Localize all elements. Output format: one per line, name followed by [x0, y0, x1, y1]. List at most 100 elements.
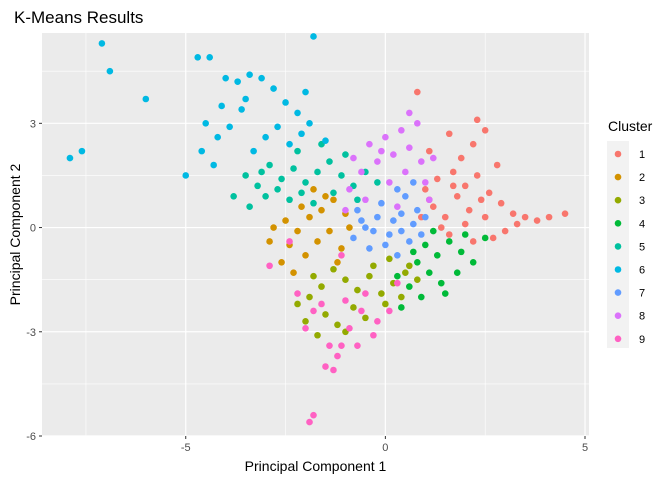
data-point — [302, 252, 309, 259]
data-point — [106, 67, 114, 75]
data-point — [386, 231, 393, 238]
series-cluster-8 — [342, 109, 437, 214]
data-point — [501, 227, 509, 235]
data-point — [246, 203, 253, 211]
data-point — [402, 192, 409, 200]
data-point — [342, 276, 349, 283]
data-point — [410, 248, 417, 256]
data-point — [441, 290, 449, 297]
data-point — [182, 172, 190, 179]
data-point — [334, 321, 341, 329]
data-point — [198, 147, 206, 155]
data-point — [330, 265, 337, 273]
data-point — [322, 363, 329, 370]
data-point — [449, 182, 457, 190]
data-point — [326, 158, 333, 165]
data-point — [358, 307, 365, 315]
data-point — [394, 272, 401, 280]
legend-label: 2 — [639, 172, 645, 184]
data-point — [222, 74, 229, 82]
data-point — [294, 300, 301, 308]
data-point — [477, 196, 485, 204]
data-point — [362, 224, 369, 231]
data-point — [398, 304, 405, 311]
data-point — [214, 133, 221, 141]
data-point — [274, 186, 281, 193]
data-point — [338, 342, 345, 349]
data-point — [330, 366, 337, 374]
data-point — [421, 213, 429, 221]
data-point — [473, 116, 481, 124]
data-point — [346, 186, 353, 193]
data-point — [350, 154, 357, 162]
data-point — [481, 126, 489, 134]
data-point — [326, 342, 333, 349]
y-axis: -6 -3 0 3 — [26, 118, 42, 443]
y-tick-label: 3 — [30, 118, 36, 130]
data-point — [354, 206, 361, 214]
y-tick-label: -6 — [26, 431, 36, 443]
data-point — [370, 227, 377, 235]
data-point — [226, 123, 233, 131]
data-point — [314, 238, 321, 245]
data-point — [354, 342, 361, 349]
data-point — [294, 109, 301, 117]
data-point — [382, 300, 389, 308]
legend-label: 9 — [639, 334, 645, 346]
data-point — [398, 210, 405, 217]
data-point — [254, 182, 261, 190]
grid-major — [42, 33, 589, 437]
data-point — [310, 307, 317, 315]
data-point — [390, 217, 397, 224]
series-cluster-4 — [394, 227, 489, 311]
data-point — [302, 318, 309, 325]
series-cluster-6 — [66, 33, 329, 179]
data-point — [461, 231, 469, 238]
data-point — [78, 147, 86, 155]
data-point — [286, 238, 293, 245]
data-point — [242, 95, 249, 103]
legend-key — [614, 266, 622, 273]
data-point — [270, 85, 277, 92]
data-point — [382, 133, 389, 141]
data-point — [429, 154, 437, 162]
data-point — [314, 331, 321, 339]
data-point — [370, 262, 377, 270]
data-point — [306, 293, 313, 301]
data-point — [437, 279, 445, 287]
data-point — [330, 196, 337, 204]
data-point — [386, 307, 393, 315]
data-point — [362, 290, 369, 297]
data-point — [294, 147, 301, 155]
data-point — [410, 220, 417, 228]
data-point — [298, 203, 305, 211]
data-point — [386, 255, 393, 263]
data-point — [306, 418, 313, 426]
data-point — [390, 151, 397, 158]
data-point — [398, 293, 405, 301]
data-point — [354, 286, 361, 294]
data-point — [457, 248, 465, 256]
data-point — [414, 120, 421, 127]
legend: Cluster 1 2 3 4 5 6 7 8 9 — [607, 118, 653, 348]
data-point — [142, 95, 150, 103]
legend-key — [614, 173, 622, 181]
data-point — [414, 258, 421, 266]
data-point — [238, 106, 245, 113]
series-cluster-7 — [350, 179, 429, 259]
data-point — [346, 224, 353, 231]
x-tick-label: -5 — [181, 442, 191, 454]
data-point — [561, 210, 569, 217]
data-point — [418, 293, 425, 301]
data-point — [421, 186, 429, 193]
x-axis-title: Principal Component 1 — [245, 458, 387, 474]
data-point — [266, 262, 273, 270]
data-point — [394, 279, 401, 287]
legend-item: 2 — [614, 172, 645, 184]
data-point — [545, 213, 553, 221]
data-point — [302, 179, 309, 186]
data-point — [378, 147, 385, 155]
data-point — [210, 161, 217, 169]
data-point — [374, 318, 381, 325]
